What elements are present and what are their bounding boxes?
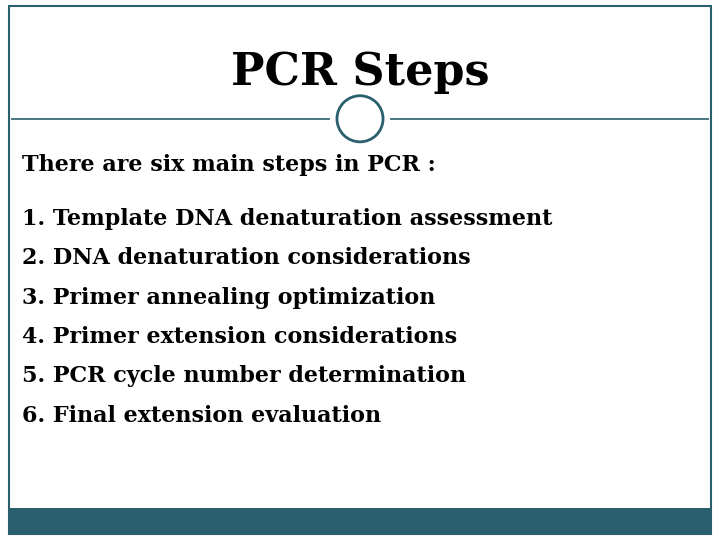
Ellipse shape — [337, 96, 383, 142]
Text: 5. PCR cycle number determination: 5. PCR cycle number determination — [22, 366, 466, 387]
Text: PCR Steps: PCR Steps — [230, 51, 490, 94]
Text: 1. Template DNA denaturation assessment: 1. Template DNA denaturation assessment — [22, 208, 552, 230]
FancyBboxPatch shape — [9, 6, 711, 534]
Text: 3. Primer annealing optimization: 3. Primer annealing optimization — [22, 287, 435, 308]
Text: 2. DNA denaturation considerations: 2. DNA denaturation considerations — [22, 247, 470, 269]
Text: There are six main steps in PCR :: There are six main steps in PCR : — [22, 154, 436, 176]
Text: 4. Primer extension considerations: 4. Primer extension considerations — [22, 326, 456, 348]
FancyBboxPatch shape — [9, 508, 711, 534]
Text: 6. Final extension evaluation: 6. Final extension evaluation — [22, 405, 381, 427]
